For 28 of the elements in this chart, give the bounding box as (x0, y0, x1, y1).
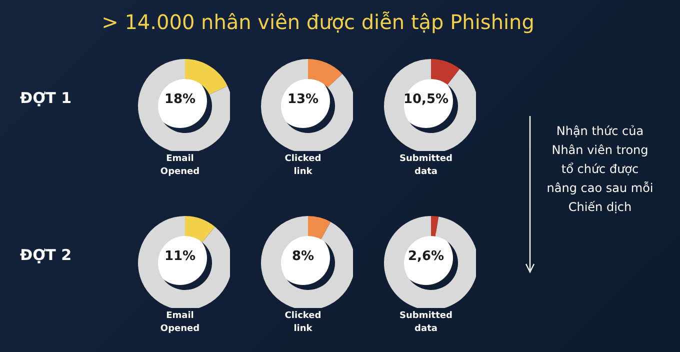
donut-slice (384, 216, 476, 308)
donut-slice (384, 59, 476, 151)
donut-slice (431, 216, 439, 236)
donut-slice (431, 59, 460, 85)
donut-slice (261, 216, 353, 308)
donut-slice (138, 216, 230, 308)
donut-slice (185, 216, 215, 242)
text: 13% (286, 92, 320, 107)
text: 2,6% (406, 249, 446, 264)
text: Email Opened (159, 153, 201, 179)
donut-slice (185, 59, 228, 95)
text: Clicked link (284, 310, 322, 336)
text: > 14.000 nhân viên được diễn tập Phishing (100, 10, 536, 34)
text: 8% (290, 249, 316, 264)
donut-slice (308, 59, 342, 88)
text: 10,5% (402, 92, 450, 107)
text: Clicked link (284, 153, 322, 179)
text: Submitted data (398, 153, 454, 179)
text: 11% (163, 249, 197, 264)
text: 18% (163, 92, 197, 107)
text: Nhận thức của Nhân viên trong tổ chức được nâng cao sau mỗi Chiến dịch (546, 123, 654, 216)
text: Submitted data (398, 310, 454, 336)
text: ĐỢT 2 (20, 246, 73, 264)
donut-slice (261, 59, 353, 151)
text: Email Opened (159, 310, 201, 336)
text: ĐỢT 1 (20, 89, 73, 107)
donut-slice (308, 216, 331, 240)
donut-slice (138, 59, 230, 151)
